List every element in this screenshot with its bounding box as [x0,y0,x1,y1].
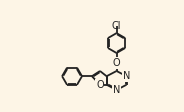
Text: N: N [113,85,120,95]
Text: O: O [96,80,103,89]
Text: O: O [113,58,120,68]
Text: O: O [96,80,103,89]
Text: N: N [113,85,120,95]
Text: N: N [123,71,130,81]
Text: N: N [123,71,130,81]
Text: Cl: Cl [112,21,121,31]
Text: O: O [96,80,104,90]
Text: O: O [113,58,120,67]
